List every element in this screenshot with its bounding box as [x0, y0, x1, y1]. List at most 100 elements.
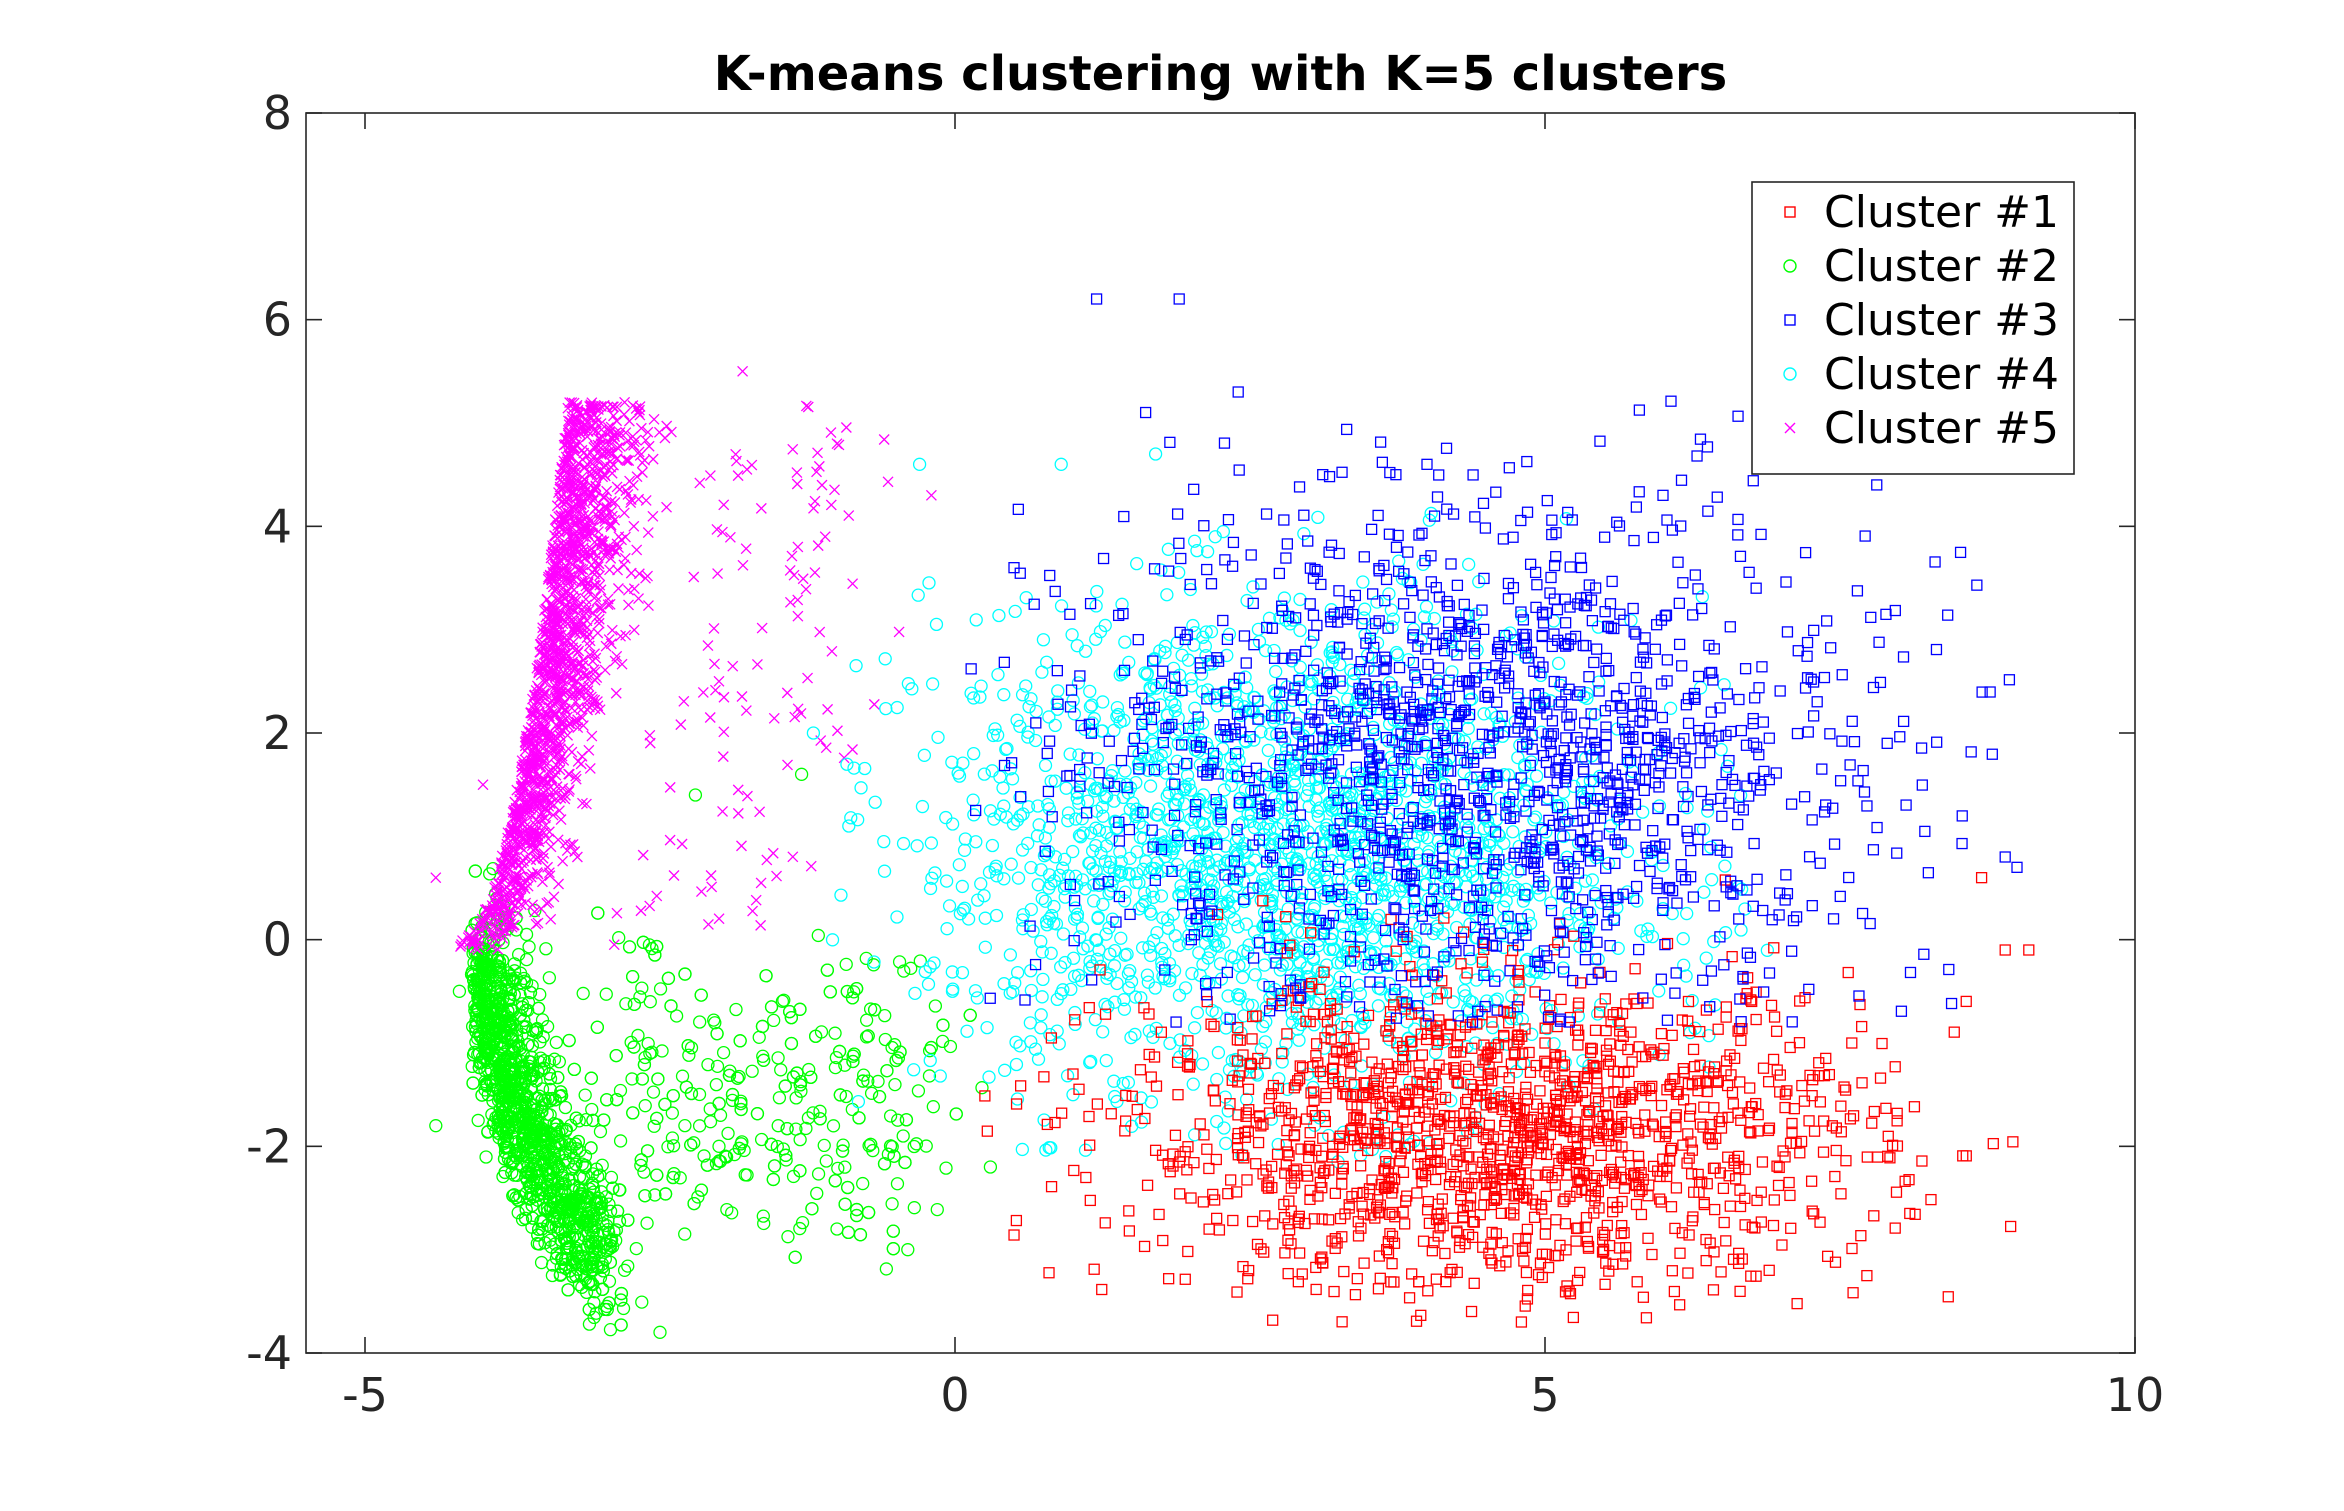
cluster-2-point: [841, 1180, 855, 1195]
cluster-5-point: [678, 695, 690, 707]
cluster-2-point: [864, 1086, 879, 1100]
cluster-2-point: [861, 1205, 876, 1220]
cluster-5-point: [618, 409, 630, 420]
cluster-2-point: [637, 1057, 652, 1072]
cluster-2-point: [528, 903, 542, 918]
cluster-5-point: [732, 807, 744, 819]
cluster-5-point: [893, 626, 905, 638]
cluster-2-point: [616, 1301, 631, 1316]
cluster-5-point: [610, 687, 622, 699]
cluster-2-point: [479, 1150, 493, 1164]
cluster-4-point: [1036, 972, 1050, 987]
cluster-4-point: [1470, 643, 1484, 657]
cluster-2-point: [881, 1147, 896, 1161]
cluster-5-point: [819, 531, 831, 543]
cluster-2-point: [638, 1050, 652, 1065]
cluster-2-point: [890, 1177, 905, 1191]
cluster-4-point: [1052, 1037, 1066, 1051]
cluster-5-point: [754, 806, 766, 818]
cluster-2-point: [619, 997, 633, 1011]
cluster-5-point: [516, 863, 527, 875]
cluster-2-point: [845, 1102, 859, 1117]
cluster-5-point: [593, 602, 605, 614]
cluster-2-point: [507, 1188, 521, 1202]
cluster-4-point: [890, 910, 904, 924]
cluster-4-point: [1505, 989, 1519, 1003]
cluster-5-point: [704, 470, 716, 482]
cluster-2-point: [692, 1087, 707, 1102]
cluster-5-point: [648, 413, 660, 425]
cluster-5-point: [635, 905, 647, 917]
cluster-2-point: [725, 1206, 739, 1220]
cluster-2-point: [587, 1310, 601, 1325]
cluster-2-point: [712, 1096, 726, 1111]
cluster-2-point: [930, 1202, 944, 1217]
cluster-5-point: [642, 527, 654, 539]
cluster-2-point: [799, 1121, 813, 1136]
cluster-2-point: [521, 1038, 535, 1052]
cluster-2-point: [879, 1262, 894, 1276]
cluster-5-point: [705, 870, 717, 881]
cluster-4-point: [1090, 584, 1104, 599]
cluster-5-point: [755, 502, 767, 514]
cluster-2-point: [880, 1064, 894, 1078]
cluster-2-point: [838, 1197, 852, 1211]
cluster-5-point: [826, 645, 838, 657]
cluster-5-point: [768, 712, 780, 724]
cluster-5-point: [576, 453, 588, 465]
cluster-4-point: [958, 832, 973, 846]
cluster-4-point: [966, 793, 980, 807]
cluster-2-point: [637, 1165, 651, 1179]
cluster-5-point: [825, 499, 837, 511]
cluster-4-point: [918, 964, 932, 979]
cluster-2-point: [678, 1227, 692, 1241]
cluster-2-point: [899, 1113, 914, 1127]
cluster-5-point: [771, 870, 783, 882]
cluster-2-point: [794, 1084, 808, 1098]
cluster-2-point: [653, 982, 668, 996]
cluster-2-point: [687, 1196, 701, 1211]
cluster-5-point: [829, 484, 840, 496]
cluster-2-point: [838, 1058, 852, 1072]
cluster-2-point: [975, 1081, 989, 1095]
cluster-5-point: [618, 559, 630, 571]
cluster-4-point: [1161, 542, 1176, 556]
cluster-2-point: [562, 1033, 576, 1048]
cluster-5-point: [814, 626, 826, 638]
cluster-5-point: [581, 632, 593, 644]
cluster-2-point: [709, 1156, 724, 1171]
cluster-2-point: [592, 1235, 606, 1249]
cluster-5-point: [633, 568, 645, 580]
cluster-4-point: [1011, 871, 1026, 885]
cluster-2-point: [609, 1048, 623, 1063]
cluster-5-point: [557, 855, 569, 867]
cluster-4-point: [1010, 965, 1025, 980]
cluster-5-point: [847, 578, 859, 590]
cluster-5-point: [661, 420, 673, 432]
cluster-2-point: [709, 1077, 724, 1092]
cluster-5-point: [805, 860, 817, 872]
cluster-4-point: [1186, 1077, 1200, 1091]
cluster-2-point: [778, 1079, 792, 1093]
cluster-2-point: [707, 1013, 721, 1027]
cluster-4-point: [878, 652, 892, 666]
cluster-2-point: [610, 1204, 625, 1218]
cluster-5-point: [608, 410, 619, 422]
cluster-2-point: [452, 984, 467, 998]
cluster-2-point: [568, 1243, 583, 1258]
cluster-2-point: [626, 1106, 640, 1120]
cluster-4-point: [1107, 723, 1121, 738]
cluster-4-point: [1341, 987, 1356, 1001]
cluster-5-point: [702, 640, 714, 652]
cluster-4-point: [974, 877, 988, 891]
cluster-5-point: [694, 477, 706, 489]
cluster-2-point: [694, 1183, 709, 1197]
cluster-2-point: [725, 1093, 740, 1108]
cluster-2-point: [697, 1149, 711, 1163]
cluster-2-point: [621, 1259, 635, 1273]
cluster-4-point: [1130, 845, 1144, 859]
cluster-2-point: [651, 1072, 665, 1086]
cluster-2-point: [588, 1285, 602, 1299]
cluster-5-point: [697, 686, 709, 698]
